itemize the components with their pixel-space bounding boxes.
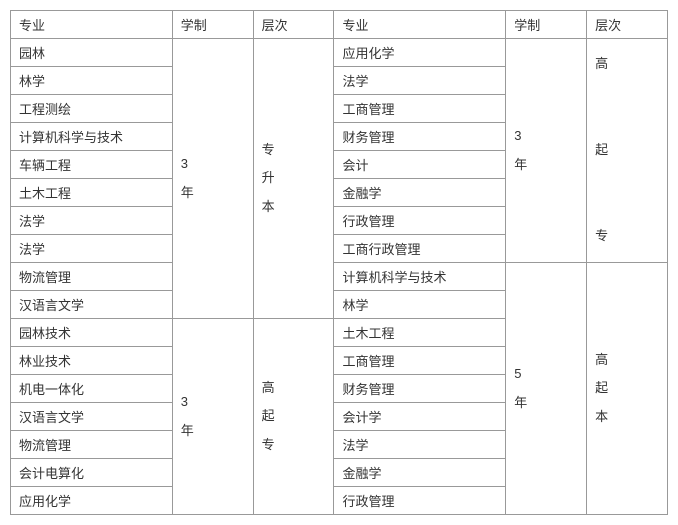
table-header-row: 专业 学制 层次 专业 学制 层次 bbox=[11, 11, 668, 39]
major-cell: 土木工程 bbox=[334, 319, 506, 347]
header-duration-left: 学制 bbox=[172, 11, 253, 39]
major-cell: 会计学 bbox=[334, 403, 506, 431]
majors-table: 专业 学制 层次 专业 学制 层次 园林 3年 专升本 应用化学 3年 高起专 … bbox=[10, 10, 668, 515]
major-cell: 汉语言文学 bbox=[11, 291, 173, 319]
duration-cell: 3年 bbox=[506, 39, 587, 263]
header-level-right: 层次 bbox=[587, 11, 668, 39]
level-cell: 高起专 bbox=[587, 39, 668, 263]
major-cell: 计算机科学与技术 bbox=[334, 263, 506, 291]
major-cell: 计算机科学与技术 bbox=[11, 123, 173, 151]
major-cell: 土木工程 bbox=[11, 179, 173, 207]
major-cell: 物流管理 bbox=[11, 431, 173, 459]
duration-cell: 3年 bbox=[172, 39, 253, 319]
table-row: 物流管理 计算机科学与技术 5年 高起本 bbox=[11, 263, 668, 291]
level-cell: 高起专 bbox=[253, 319, 334, 515]
major-cell: 工程测绘 bbox=[11, 95, 173, 123]
table-row: 园林 3年 专升本 应用化学 3年 高起专 bbox=[11, 39, 668, 67]
major-cell: 金融学 bbox=[334, 179, 506, 207]
major-cell: 工商管理 bbox=[334, 347, 506, 375]
header-level-left: 层次 bbox=[253, 11, 334, 39]
major-cell: 会计电算化 bbox=[11, 459, 173, 487]
level-cell: 专升本 bbox=[253, 39, 334, 319]
major-cell: 财务管理 bbox=[334, 123, 506, 151]
major-cell: 法学 bbox=[334, 67, 506, 95]
major-cell: 林学 bbox=[11, 67, 173, 95]
major-cell: 应用化学 bbox=[334, 39, 506, 67]
major-cell: 林业技术 bbox=[11, 347, 173, 375]
major-cell: 应用化学 bbox=[11, 487, 173, 515]
major-cell: 行政管理 bbox=[334, 207, 506, 235]
major-cell: 行政管理 bbox=[334, 487, 506, 515]
major-cell: 法学 bbox=[334, 431, 506, 459]
major-cell: 物流管理 bbox=[11, 263, 173, 291]
major-cell: 园林技术 bbox=[11, 319, 173, 347]
major-cell: 财务管理 bbox=[334, 375, 506, 403]
major-cell: 法学 bbox=[11, 207, 173, 235]
major-cell: 工商行政管理 bbox=[334, 235, 506, 263]
level-cell: 高起本 bbox=[587, 263, 668, 515]
major-cell: 林学 bbox=[334, 291, 506, 319]
duration-cell: 5年 bbox=[506, 263, 587, 515]
header-major-right: 专业 bbox=[334, 11, 506, 39]
duration-cell: 3年 bbox=[172, 319, 253, 515]
header-duration-right: 学制 bbox=[506, 11, 587, 39]
major-cell: 汉语言文学 bbox=[11, 403, 173, 431]
major-cell: 园林 bbox=[11, 39, 173, 67]
major-cell: 机电一体化 bbox=[11, 375, 173, 403]
major-cell: 金融学 bbox=[334, 459, 506, 487]
header-major-left: 专业 bbox=[11, 11, 173, 39]
major-cell: 车辆工程 bbox=[11, 151, 173, 179]
major-cell: 会计 bbox=[334, 151, 506, 179]
major-cell: 法学 bbox=[11, 235, 173, 263]
major-cell: 工商管理 bbox=[334, 95, 506, 123]
